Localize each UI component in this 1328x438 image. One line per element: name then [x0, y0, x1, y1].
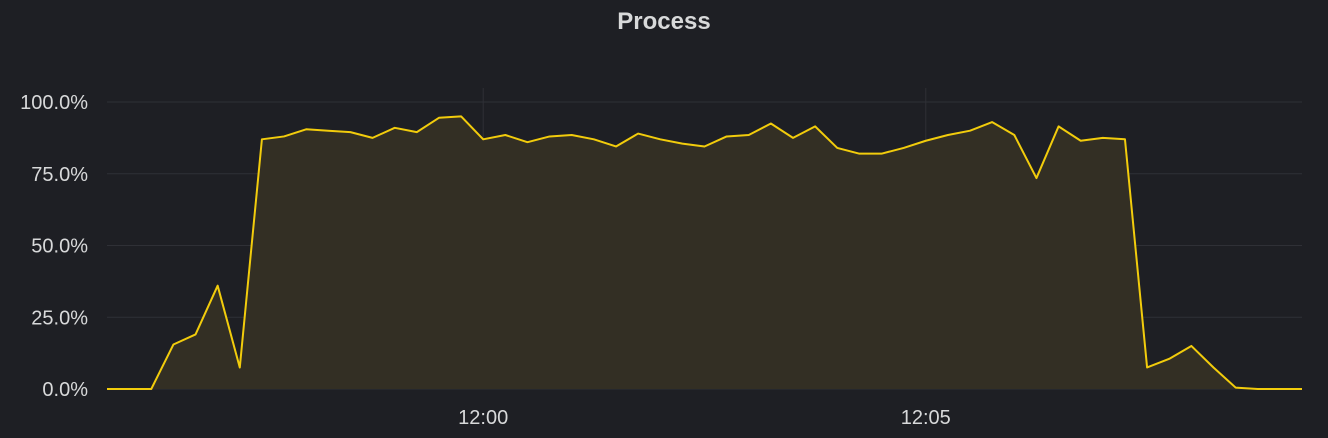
x-tick-label: 12:00 [458, 407, 508, 429]
series-line [107, 115, 1302, 390]
y-tick-label: 75.0% [31, 164, 88, 186]
y-tick-label: 0.0% [42, 379, 88, 401]
series-area-fill [107, 116, 1302, 389]
chart-title: Process [617, 8, 711, 35]
y-tick-label: 100.0% [20, 92, 88, 114]
y-tick-label: 50.0% [31, 236, 88, 258]
x-tick-label: 12:05 [901, 407, 951, 429]
y-tick-label: 25.0% [31, 307, 88, 329]
